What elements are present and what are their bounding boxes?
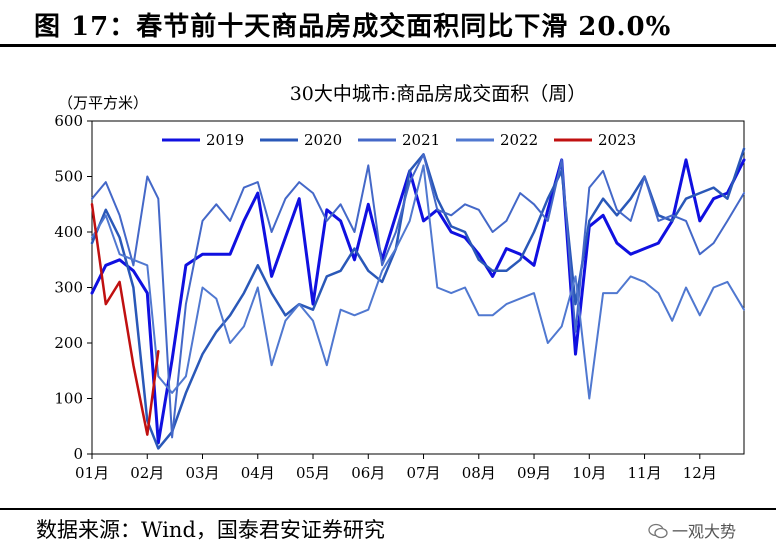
- chart-title: 30大中城市:商品房成交面积（周）: [290, 83, 587, 105]
- line-chart: 30大中城市:商品房成交面积（周） （万平方米） 0 100 200 300 400 500 6…: [54, 83, 746, 482]
- title-bar: 图 17：春节前十天商品房成交面积同比下滑 20.0%: [0, 0, 776, 47]
- legend-label-2020: 2020: [304, 131, 342, 149]
- x-tick-label: 03月: [185, 464, 219, 482]
- legend-label-2021: 2021: [402, 131, 440, 149]
- watermark: 一观大势: [648, 518, 736, 542]
- x-tick-label: 04月: [241, 464, 275, 482]
- y-tick-label: 100: [54, 390, 83, 408]
- y-tick-label: 300: [54, 279, 83, 297]
- series-line-2021: [91, 153, 745, 439]
- wechat-icon: [648, 523, 668, 539]
- x-tick-label: 12月: [683, 464, 717, 482]
- x-tick-label: 02月: [130, 464, 164, 482]
- divider: [0, 508, 776, 510]
- x-tick-label: 10月: [572, 464, 606, 482]
- y-tick-label: 200: [54, 334, 83, 352]
- x-tick-label: 07月: [406, 464, 440, 482]
- page-title: 图 17：春节前十天商品房成交面积同比下滑 20.0%: [34, 12, 672, 42]
- source-note: 数据来源：Wind，国泰君安证券研究: [36, 518, 385, 542]
- y-tick-label: 400: [54, 223, 83, 241]
- x-tick-label: 11月: [627, 464, 661, 482]
- x-tick-label: 08月: [462, 464, 496, 482]
- legend-label-2019: 2019: [206, 131, 244, 149]
- series-line-2022: [91, 164, 745, 400]
- x-tick-label: 09月: [517, 464, 551, 482]
- y-tick-label: 0: [73, 445, 83, 463]
- y-tick-label: 500: [54, 168, 83, 186]
- x-tick-label: 05月: [296, 464, 330, 482]
- x-tick-label: 06月: [351, 464, 385, 482]
- series-line-2020: [90, 147, 746, 450]
- y-axis-label: （万平方米）: [58, 94, 148, 112]
- legend-label-2022: 2022: [500, 131, 538, 149]
- y-tick-label: 600: [54, 112, 83, 130]
- x-tick-label: 01月: [75, 464, 109, 482]
- series-line-2023: [90, 203, 160, 436]
- series-line-2019: [90, 158, 746, 445]
- legend-label-2023: 2023: [598, 131, 636, 149]
- watermark-text: 一观大势: [672, 522, 737, 541]
